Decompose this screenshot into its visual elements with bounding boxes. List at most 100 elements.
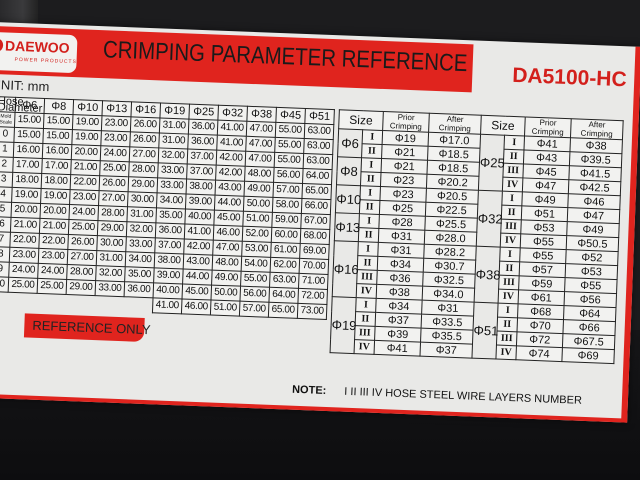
value-cell: 15.00 [13,127,44,144]
wire-layer-cell: I [501,191,523,206]
size-header: Size [338,109,384,131]
value-cell: 37.00 [187,149,217,166]
column-header: Φ25 [188,104,219,121]
value-cell: 47.00 [245,151,275,168]
value-cell: 55.00 [274,152,304,169]
wire-layer-cell: IV [500,233,521,248]
scale-cell: 2 [0,156,14,173]
after-crimping-header: After Crimping [570,118,624,140]
value-cell: 47.00 [245,136,276,153]
value-cell: 32.00 [95,265,126,282]
value-cell: 26.00 [99,175,129,192]
wire-layer-cell: II [358,227,379,243]
value-cell: 51.00 [242,211,273,228]
value-cell: 15.00 [42,128,73,145]
value-cell: 22.00 [70,174,100,191]
value-cell: 41.00 [152,297,183,314]
value-cell: 41.00 [217,120,247,137]
wire-layer-cell: II [357,255,378,271]
value-cell: 34.00 [156,192,187,209]
column-header: Φ45 [275,107,306,124]
corner-header: Hose Diameter [0,95,43,115]
value-cell: 33.00 [157,177,187,194]
value-cell: 20.00 [39,203,70,220]
value-cell: 57.00 [272,182,303,199]
wire-layer-cell: I [362,129,383,145]
value-cell: 16.00 [13,142,43,159]
value-cell: 19.00 [71,129,102,146]
hose-size-cell: Φ38 [474,246,501,304]
value-cell [123,297,153,313]
value-cell: 36.00 [155,222,185,239]
value-cell: 35.00 [155,207,186,224]
hose-size-cell: Φ32 [476,190,503,248]
value-cell: 24.00 [8,262,39,279]
value-cell: 43.00 [215,180,245,197]
note-text: I II III IV HOSE STEEL WIRE LAYERS NUMBE… [344,385,583,407]
value-cell: 56.00 [273,167,304,184]
value-cell: 29.00 [97,220,127,237]
value-cell: 32.00 [158,147,188,165]
value-cell: 60.00 [271,227,301,244]
column-header: Φ19 [159,102,190,120]
value-cell: 19.00 [72,114,102,131]
value-cell: 31.00 [96,250,126,267]
value-cell: 41.00 [216,135,247,152]
value-cell: 23.00 [100,130,131,147]
wire-layer-cell: I [499,247,521,262]
wire-layer-cell: III [354,325,376,341]
value-cell: 24.00 [100,145,130,162]
value-cell: 30.00 [96,235,127,252]
size-header: Size [480,115,526,136]
value-cell: 23.00 [69,189,100,206]
value-cell: 42.00 [183,238,214,256]
value-cell: 17.00 [12,157,43,174]
value-cell: 53.00 [241,241,272,258]
value-cell: 49.00 [243,181,274,198]
hose-size-cell: Φ16 [332,240,359,298]
value-cell: 36.00 [188,119,218,136]
value-cell: 48.00 [212,255,242,272]
value-cell: 55.00 [275,122,305,139]
value-cell: 28.00 [97,205,128,222]
column-header: Φ8 [44,98,74,115]
scale-cell: 5 [0,201,12,218]
value-cell: 49.00 [211,270,242,287]
value-cell: 29.00 [128,176,158,193]
wire-layer-cell: IV [354,339,375,355]
wire-layer-cell: III [496,331,517,346]
wire-layer-cell: I [359,185,381,201]
wire-layer-cell: II [360,171,382,187]
value-cell: 31.00 [126,206,157,223]
after-crimping-cell: Φ37 [419,342,473,359]
value-cell: 55.00 [274,137,305,154]
value-cell: 24.00 [68,204,99,221]
value-cell: 57.00 [239,301,269,318]
value-cell: 16.00 [42,143,72,160]
value-cell: 31.00 [159,117,189,135]
wire-layer-cell: IV [498,289,519,304]
value-cell: 22.00 [9,232,40,249]
value-cell: 61.00 [270,242,301,259]
brand-logo: DAEWOO POWER PRODUCTS [0,31,78,74]
wire-layer-cell: II [359,199,380,215]
value-cell: 66.00 [301,198,331,215]
scale-cell: 6 [0,216,12,233]
value-cell: 48.00 [244,166,275,183]
value-cell: 36.00 [124,281,154,298]
value-cell: 36.00 [187,134,218,151]
value-cell: 67.00 [300,213,331,230]
value-cell: 44.00 [214,195,244,212]
wire-layer-cell: I [503,135,525,150]
value-cell: 17.00 [41,158,72,175]
prior-crimping-header: Prior Crimping [382,111,430,133]
wire-layer-cell: II [361,143,383,159]
value-cell: 40.00 [184,208,215,226]
prior-crimping-header: Prior Crimping [524,116,572,138]
wire-layer-cell: II [355,311,376,327]
scale-cell: Mold Scale [0,111,16,128]
scale-cell: 0 [0,126,15,143]
wire-layer-cell: III [500,219,522,234]
hose-size-cell: Φ19 [330,296,357,354]
value-cell: 43.00 [183,253,213,271]
